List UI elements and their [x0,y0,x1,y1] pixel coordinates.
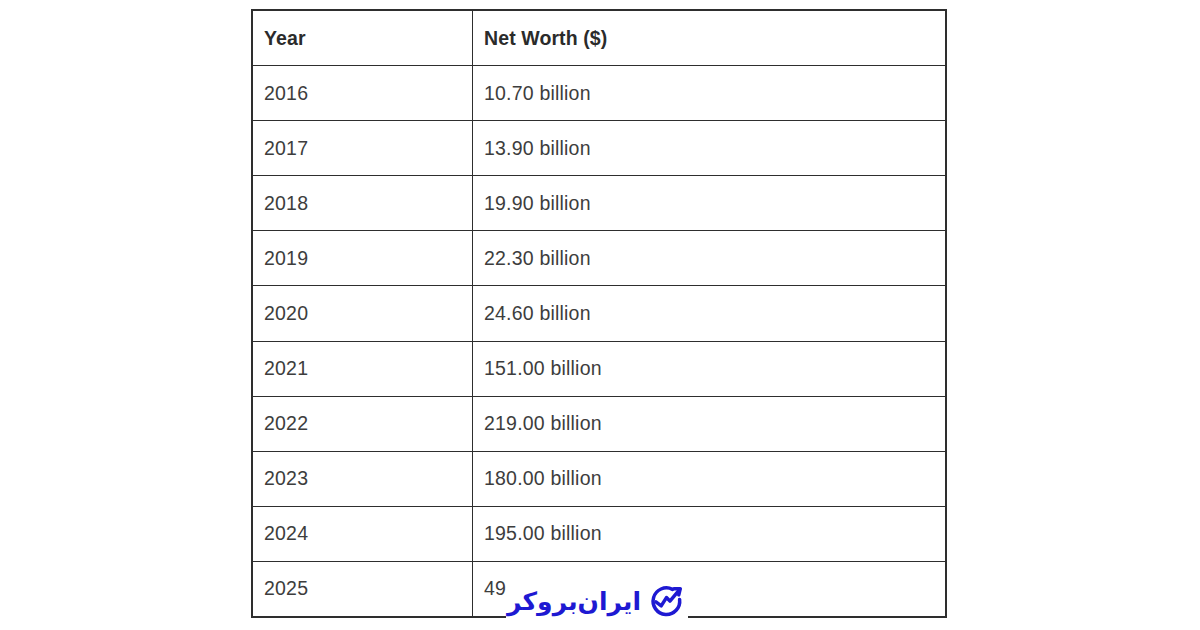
trend-cycle-icon [645,577,687,619]
networth-cell: 24.60 billion [473,286,945,340]
networth-cell: 13.90 billion [473,121,945,175]
table-row: 2019 22.30 billion [253,231,945,286]
table-row: 2021 151.00 billion [253,342,945,397]
year-cell: 2017 [253,121,473,175]
table-row: 2022 219.00 billion [253,397,945,452]
year-cell: 2019 [253,231,473,285]
year-cell: 2016 [253,66,473,120]
networth-cell: 22.30 billion [473,231,945,285]
networth-cell: 151.00 billion [473,342,945,396]
year-cell: 2020 [253,286,473,340]
networth-cell: 10.70 billion [473,66,945,120]
table-row: 2020 24.60 billion [253,286,945,341]
table-row: 2024 195.00 billion [253,507,945,562]
networth-table: Year Net Worth ($) 2016 10.70 billion 20… [251,9,947,618]
networth-cell: 19.90 billion [473,176,945,230]
year-cell: 2024 [253,507,473,561]
networth-cell: 180.00 billion [473,452,945,506]
table-row: 2016 10.70 billion [253,66,945,121]
year-cell: 2018 [253,176,473,230]
iranbroker-logo-text: ایران‌بروکر [507,583,641,614]
table-row: 2018 19.90 billion [253,176,945,231]
networth-cell: 219.00 billion [473,397,945,451]
year-cell: 2021 [253,342,473,396]
table-header-row: Year Net Worth ($) [253,11,945,66]
table-row: 2023 180.00 billion [253,452,945,507]
year-column-header: Year [253,11,473,65]
year-cell: 2025 [253,562,473,616]
watermark: ایران‌بروکر [506,570,688,626]
year-cell: 2022 [253,397,473,451]
year-cell: 2023 [253,452,473,506]
networth-column-header: Net Worth ($) [473,11,945,65]
table-row: 2017 13.90 billion [253,121,945,176]
networth-cell: 195.00 billion [473,507,945,561]
